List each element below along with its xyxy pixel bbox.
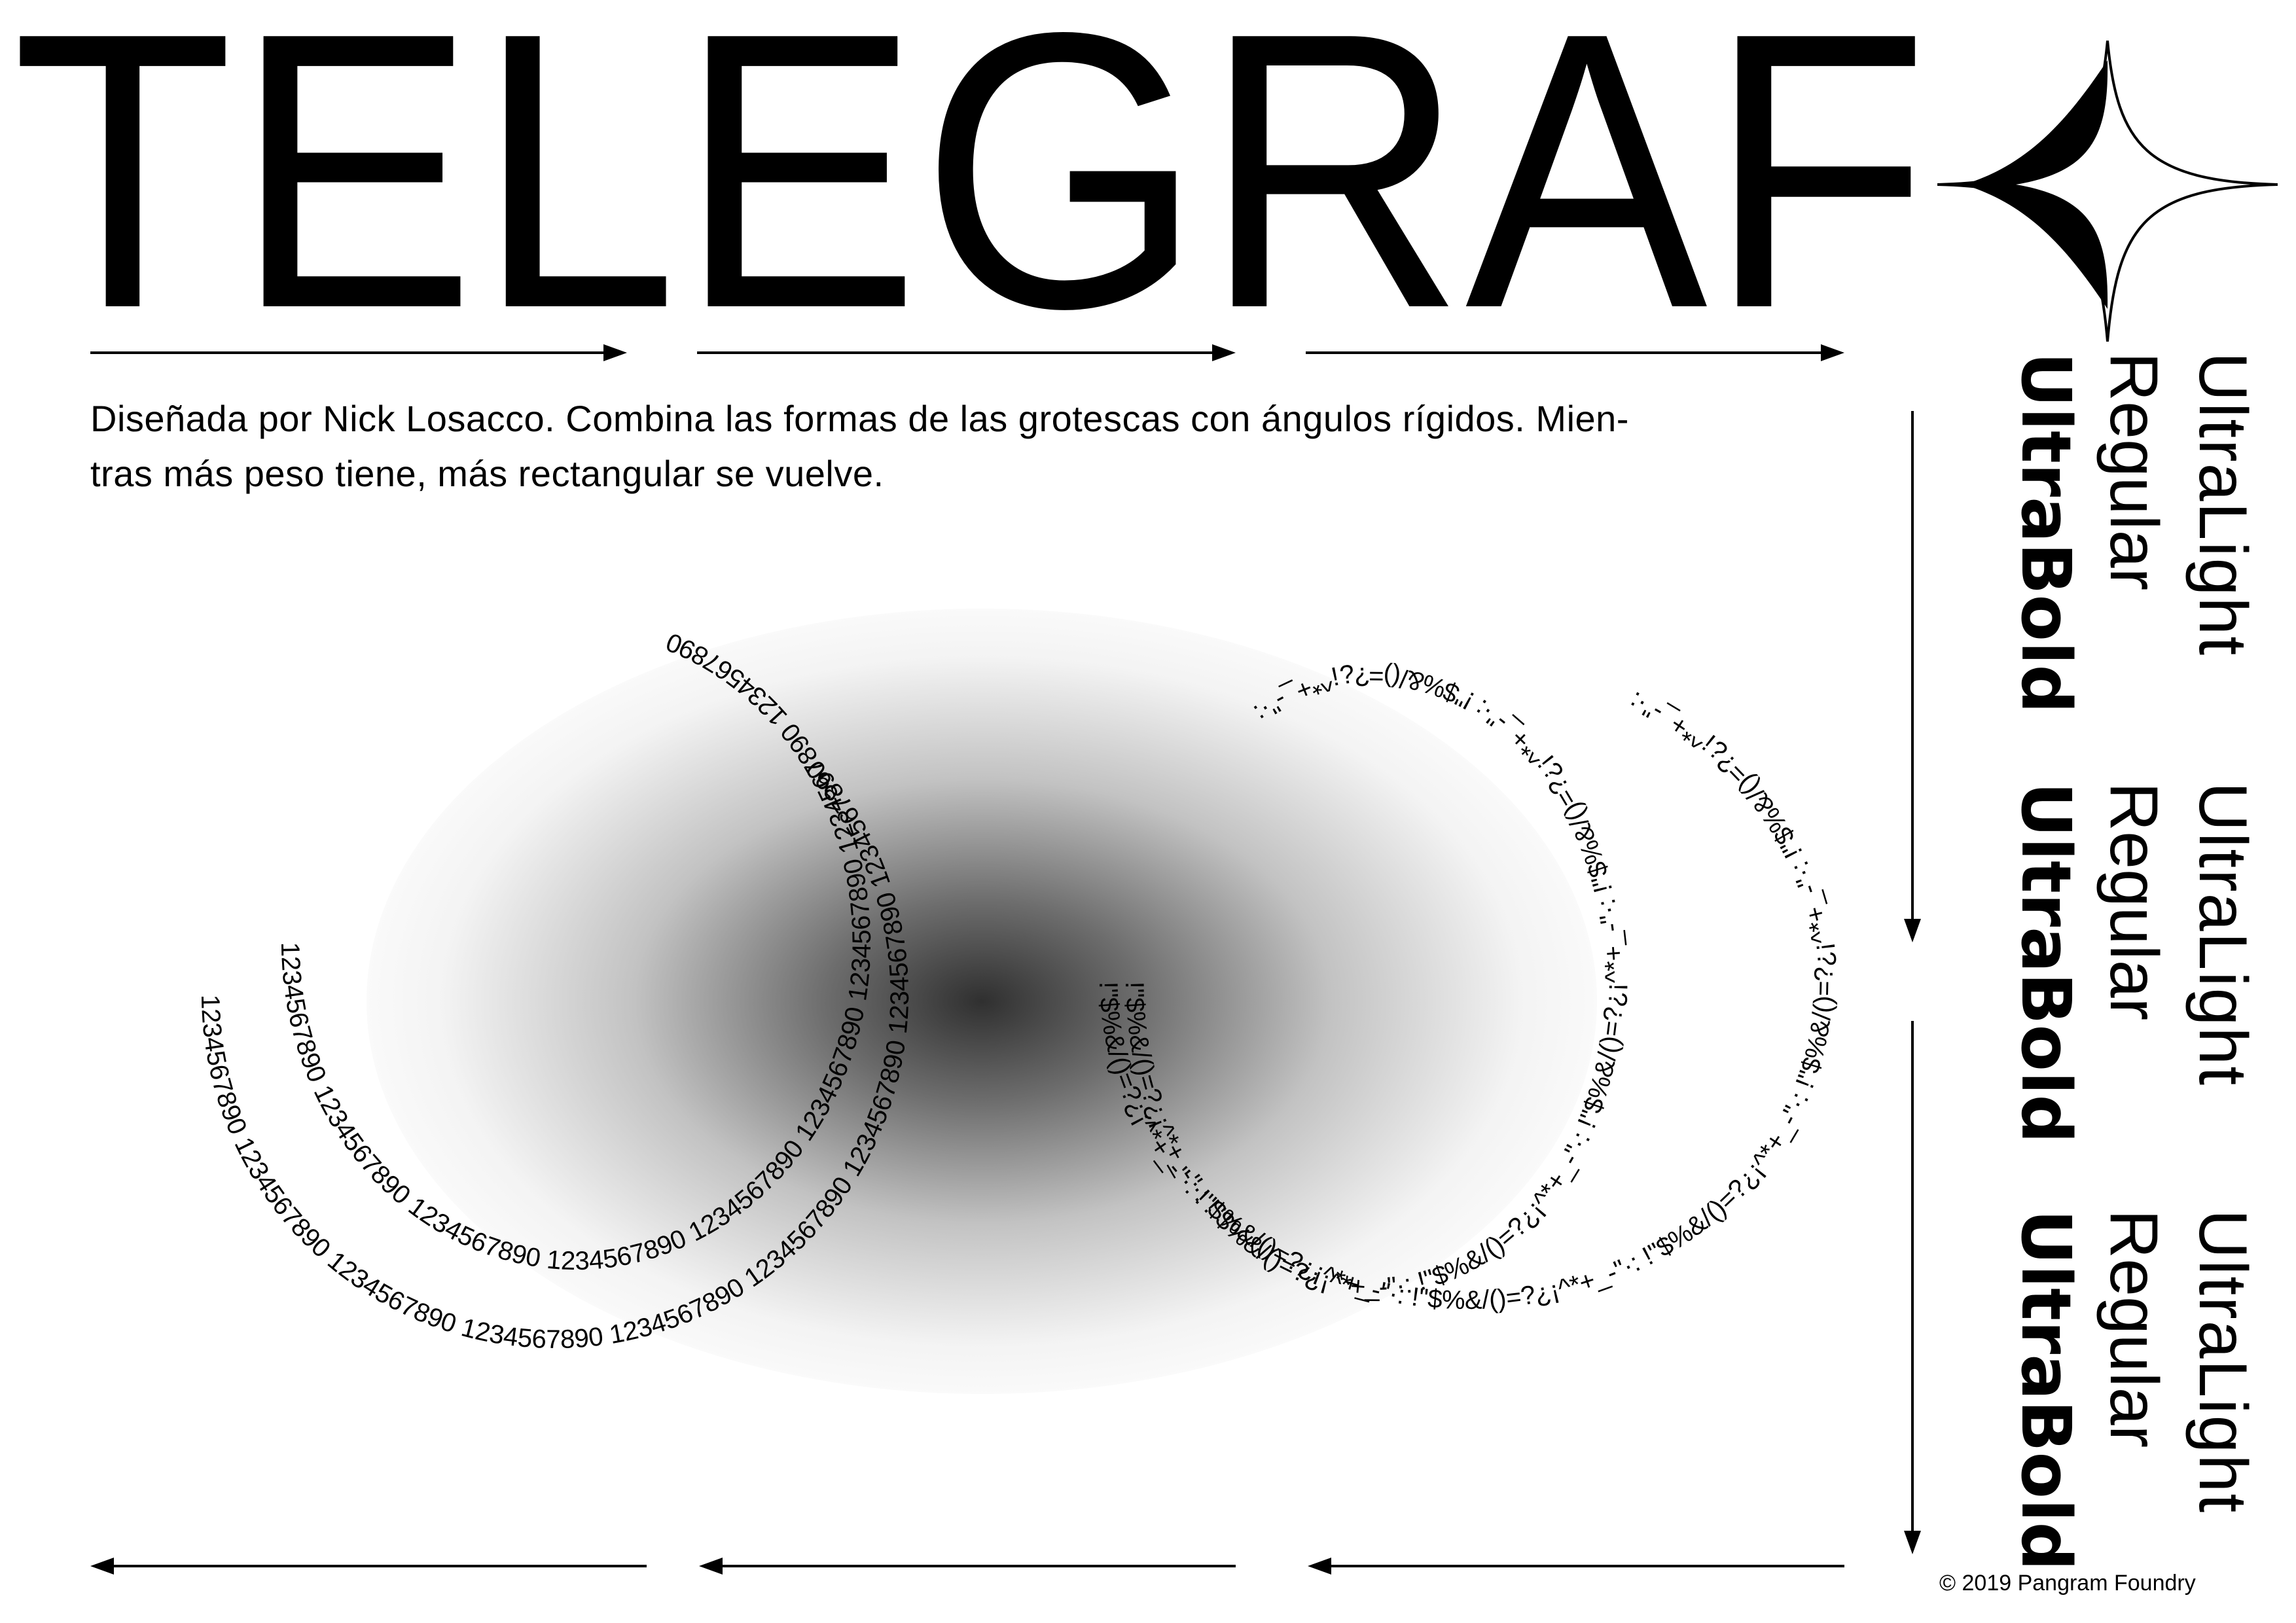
gradient-blob <box>367 609 1597 1394</box>
symbols-ring-text: !"$%&/()=?¿¡^*+_-"·: !"$%&/()=?¿¡^*+_-"·… <box>1120 662 1629 1302</box>
weight-ultrabold: UltraBold <box>2006 1209 2086 1571</box>
weight-regular: Regular <box>2096 782 2172 1021</box>
description-line: Diseñada por Nick Losacco. Combina las f… <box>90 398 1629 439</box>
weight-regular: Regular <box>2096 352 2172 591</box>
weight-ultrabold: UltraBold <box>2006 782 2086 1144</box>
weight-ultralight: UltraLight <box>2185 352 2261 657</box>
title-text: TELEGRAF <box>12 13 1929 321</box>
four-point-star-icon <box>1937 41 2278 342</box>
weight-ultrabold: UltraBold <box>2006 352 2086 714</box>
numbers-ring-text: 1234567890 1234567890 1234567890 1234567… <box>276 627 876 1275</box>
weight-ultralight: UltraLight <box>2185 782 2261 1087</box>
description-line: tras más peso tiene, más rectangular se … <box>90 453 884 494</box>
numbers-ring-inner: 1234567890 1234567890 1234567890 1234567… <box>276 627 876 1275</box>
weight-regular: Regular <box>2096 1209 2172 1448</box>
symbols-ring-inner: !"$%&/()=?¿¡^*+_-"·: !"$%&/()=?¿¡^*+_-"·… <box>1120 662 1629 1302</box>
weight-ultralight: UltraLight <box>2185 1209 2261 1514</box>
copyright: © 2019 Pangram Foundry <box>1939 1571 2196 1596</box>
description: Diseñada por Nick Losacco. Combina las f… <box>90 391 1857 501</box>
page-title: TELEGRAF <box>12 13 1929 321</box>
